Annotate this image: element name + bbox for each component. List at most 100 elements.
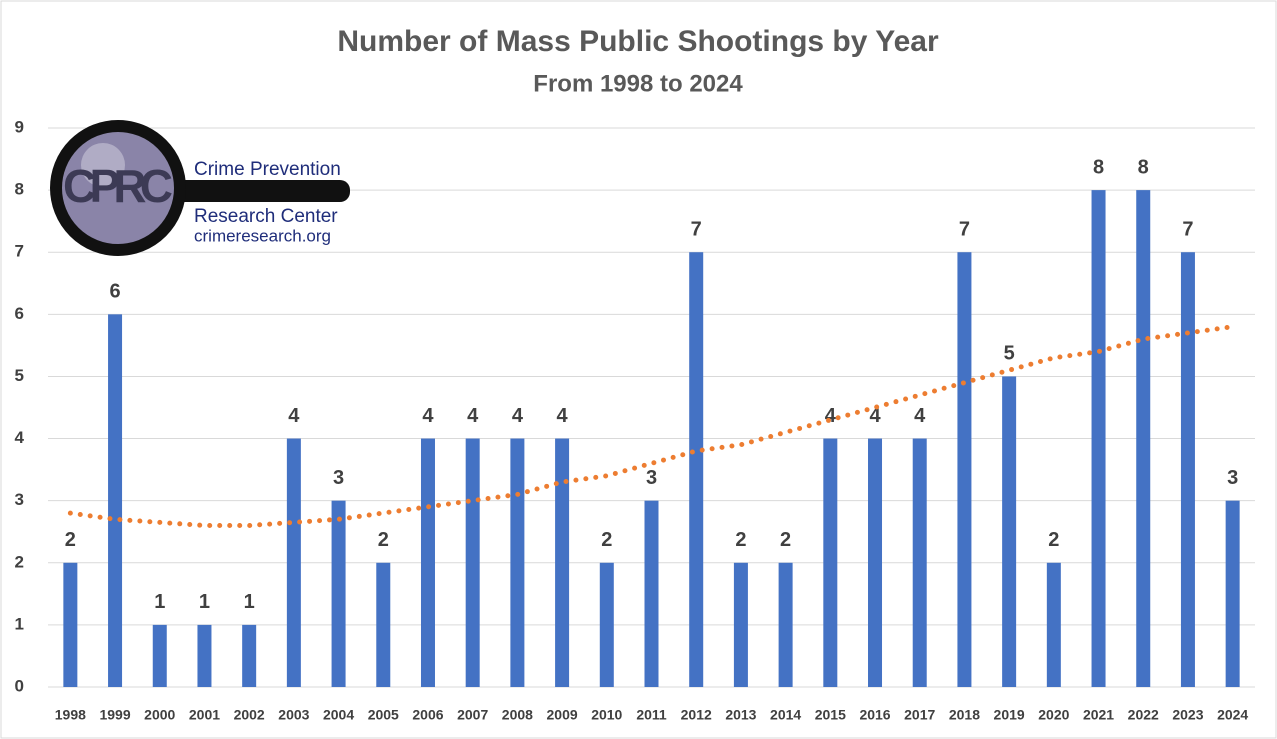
data-label: 4 xyxy=(288,405,300,427)
chart-title: Number of Mass Public Shootings by Year xyxy=(337,25,939,58)
data-label: 8 xyxy=(1093,156,1104,178)
x-tick-label: 2003 xyxy=(278,707,309,723)
bar xyxy=(242,624,257,687)
logo-handle xyxy=(170,180,350,202)
data-label: 4 xyxy=(557,405,569,427)
data-label: 2 xyxy=(1048,529,1059,551)
y-tick-label: 3 xyxy=(15,490,24,509)
y-tick-label: 2 xyxy=(15,552,24,571)
bar xyxy=(957,252,972,687)
bar xyxy=(912,438,927,687)
chart-subtitle: From 1998 to 2024 xyxy=(533,70,743,97)
x-tick-label: 2007 xyxy=(457,707,488,723)
data-label: 2 xyxy=(65,529,76,551)
data-label: 7 xyxy=(959,219,970,241)
data-label: 1 xyxy=(244,591,255,613)
data-label: 7 xyxy=(691,219,702,241)
data-label: 3 xyxy=(1227,467,1238,489)
bar xyxy=(510,438,525,687)
x-tick-label: 2013 xyxy=(725,707,756,723)
x-tick-label: 2023 xyxy=(1172,707,1203,723)
bar xyxy=(823,438,838,687)
bar xyxy=(465,438,480,687)
bar xyxy=(1136,190,1151,687)
data-label: 8 xyxy=(1138,156,1149,178)
x-tick-label: 2004 xyxy=(323,707,354,723)
bar xyxy=(286,438,301,687)
data-label: 1 xyxy=(154,591,165,613)
x-tick-label: 2021 xyxy=(1083,707,1114,723)
x-tick-label: 2022 xyxy=(1128,707,1159,723)
bar xyxy=(689,252,704,687)
y-tick-label: 5 xyxy=(15,366,24,385)
y-tick-label: 0 xyxy=(15,676,24,695)
x-tick-label: 2010 xyxy=(591,707,622,723)
bar xyxy=(331,500,346,687)
bar xyxy=(152,624,167,687)
logo-text: Research Center xyxy=(194,206,338,227)
bar xyxy=(108,314,123,687)
data-label: 2 xyxy=(601,529,612,551)
data-label: 4 xyxy=(422,405,434,427)
x-tick-label: 2012 xyxy=(681,707,712,723)
x-tick-label: 2006 xyxy=(412,707,443,723)
x-tick-label: 2024 xyxy=(1217,707,1248,723)
data-label: 1 xyxy=(199,591,210,613)
bar xyxy=(1225,500,1240,687)
y-tick-label: 4 xyxy=(15,428,25,447)
bar xyxy=(197,624,212,687)
logo: CPRC Crime Prevention Research Center cr… xyxy=(50,120,350,256)
bar xyxy=(1180,252,1195,687)
x-tick-label: 2017 xyxy=(904,707,935,723)
x-tick-label: 2001 xyxy=(189,707,220,723)
data-label: 4 xyxy=(467,405,479,427)
data-label: 7 xyxy=(1182,219,1193,241)
bar xyxy=(1046,562,1061,687)
x-tick-label: 2002 xyxy=(234,707,265,723)
logo-text: Crime Prevention xyxy=(194,159,341,180)
y-tick-label: 7 xyxy=(15,242,24,261)
bar xyxy=(599,562,614,687)
data-label: 4 xyxy=(869,405,881,427)
y-tick-label: 6 xyxy=(15,304,24,323)
x-tick-label: 2015 xyxy=(815,707,846,723)
x-tick-label: 2009 xyxy=(547,707,578,723)
data-label: 4 xyxy=(512,405,524,427)
y-tick-label: 1 xyxy=(15,614,24,633)
y-tick-label: 8 xyxy=(15,180,24,199)
x-tick-label: 1998 xyxy=(55,707,86,723)
x-tick-label: 2019 xyxy=(994,707,1025,723)
data-label: 6 xyxy=(109,281,120,303)
bar xyxy=(1091,190,1106,687)
x-tick-label: 2016 xyxy=(859,707,890,723)
x-tick-label: 2014 xyxy=(770,707,801,723)
bar xyxy=(868,438,883,687)
y-tick-label: 9 xyxy=(15,117,24,136)
data-label: 3 xyxy=(333,467,344,489)
data-label: 2 xyxy=(378,529,389,551)
bar xyxy=(376,562,391,687)
trend-line xyxy=(67,324,1236,529)
x-tick-label: 2005 xyxy=(368,707,399,723)
x-tick-label: 2000 xyxy=(144,707,175,723)
bar xyxy=(420,438,435,687)
bar xyxy=(1002,376,1017,687)
logo-mark: CPRC xyxy=(63,160,173,212)
bar xyxy=(644,500,659,687)
data-label: 2 xyxy=(735,529,746,551)
logo-text: crimeresearch.org xyxy=(194,226,331,245)
x-tick-label: 1999 xyxy=(99,707,130,723)
data-label: 5 xyxy=(1004,343,1015,365)
x-tick-label: 2008 xyxy=(502,707,533,723)
x-tick-label: 2018 xyxy=(949,707,980,723)
bar xyxy=(555,438,570,687)
data-label: 4 xyxy=(825,405,837,427)
x-tick-label: 2011 xyxy=(636,707,667,723)
logo-glare xyxy=(81,143,125,187)
data-label: 4 xyxy=(914,405,926,427)
bar xyxy=(63,562,78,687)
plot-area: 0 1 2 3 4 5 6 7 8 9 1998 1999 2000 2001 2002 2003 2004 20… xyxy=(15,117,1255,723)
